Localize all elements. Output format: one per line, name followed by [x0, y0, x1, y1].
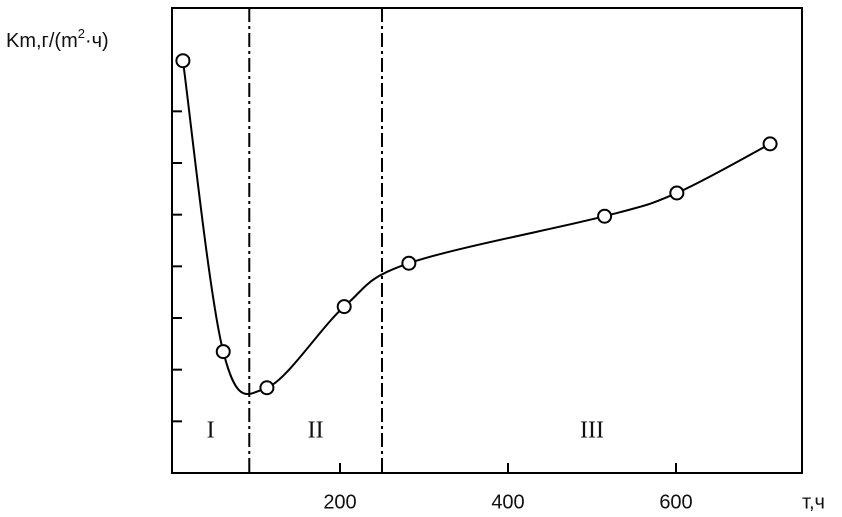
y-label-sup: 2 — [78, 26, 85, 41]
x-tick-label: 200 — [323, 491, 356, 513]
curve — [181, 60, 771, 395]
plot-frame — [171, 7, 803, 474]
data-point — [215, 344, 231, 360]
data-point — [259, 380, 275, 396]
region-label: I — [207, 418, 215, 444]
y-axis-label: Km,г/(m2·ч) — [6, 26, 109, 52]
x-axis-label: т,ч — [802, 491, 825, 513]
data-point — [336, 299, 352, 315]
x-tick-label: 600 — [659, 491, 692, 513]
data-point — [401, 255, 417, 271]
data-point — [669, 185, 685, 201]
y-label-text: Km,г/(m — [6, 30, 78, 52]
data-point — [597, 208, 613, 224]
y-label-text: ·ч) — [85, 30, 109, 52]
data-point — [175, 53, 191, 69]
x-tick-label: 400 — [491, 491, 524, 513]
region-label: III — [580, 418, 604, 444]
data-point — [762, 136, 778, 152]
region-label: II — [308, 418, 324, 444]
